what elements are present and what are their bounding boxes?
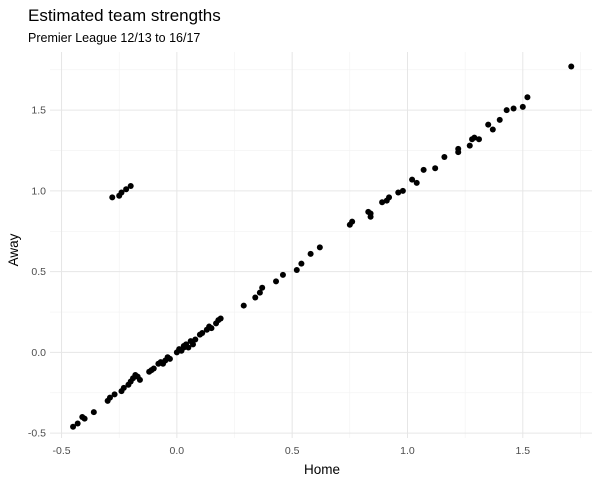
data-point [81, 415, 88, 422]
data-point [217, 315, 224, 322]
data-point [70, 423, 77, 430]
y-axis-title: Away [6, 233, 21, 266]
data-point [395, 189, 402, 196]
data-point [256, 289, 263, 296]
data-point [118, 189, 125, 196]
data-point [413, 179, 420, 186]
data-point [111, 391, 118, 398]
data-point [120, 384, 127, 391]
data-point [74, 420, 81, 427]
x-tick-label: -0.5 [52, 445, 70, 457]
data-point [455, 145, 462, 152]
data-point [466, 142, 473, 149]
data-point [409, 176, 416, 183]
data-point [240, 302, 247, 309]
data-point [279, 271, 286, 278]
data-point [496, 116, 503, 123]
data-point [127, 183, 134, 190]
data-point [420, 166, 427, 173]
data-point [252, 294, 259, 301]
data-point [109, 194, 116, 201]
minor-grid [50, 52, 592, 438]
data-point [307, 250, 314, 257]
data-point [316, 244, 323, 251]
data-point [519, 103, 526, 110]
chart-title: Estimated team strengths [28, 6, 221, 25]
data-point [386, 194, 393, 201]
data-point [349, 218, 356, 225]
data-point [432, 165, 439, 172]
data-point [192, 336, 199, 343]
data-point [298, 260, 305, 267]
y-axis-ticks: -0.5 0.0 0.5 1.0 1.5 [28, 105, 46, 440]
x-axis-title: Home [304, 462, 340, 477]
chart-subtitle: Premier League 12/13 to 16/17 [28, 31, 201, 45]
y-tick-label: 0.5 [31, 266, 46, 278]
data-points [70, 63, 575, 430]
x-tick-label: 0.0 [170, 445, 185, 457]
data-point [189, 341, 196, 348]
data-point [485, 121, 492, 128]
data-point [259, 284, 266, 291]
data-point [441, 153, 448, 160]
data-point [293, 267, 300, 274]
x-axis-ticks: -0.5 0.0 0.5 1.0 1.5 [52, 445, 530, 457]
data-point [90, 409, 97, 416]
y-tick-label: -0.5 [28, 428, 46, 440]
y-tick-label: 1.0 [31, 185, 46, 197]
data-point [208, 325, 215, 332]
x-tick-label: 1.5 [516, 445, 531, 457]
data-point [475, 136, 482, 143]
data-point [524, 94, 531, 101]
data-point [166, 355, 173, 362]
data-point [489, 126, 496, 133]
data-point [568, 63, 575, 70]
data-point [123, 186, 130, 193]
data-point [150, 365, 157, 372]
y-tick-label: 0.0 [31, 347, 46, 359]
data-point [185, 344, 192, 351]
major-grid [50, 52, 592, 438]
data-point [106, 394, 113, 401]
data-point [367, 210, 374, 217]
data-point [503, 107, 510, 114]
data-point [399, 187, 406, 194]
x-tick-label: 0.5 [285, 445, 300, 457]
data-point [273, 278, 280, 285]
data-point [136, 376, 143, 383]
x-tick-label: 1.0 [400, 445, 415, 457]
data-point [510, 105, 517, 112]
data-point [471, 134, 478, 141]
data-point [199, 330, 206, 337]
data-point [379, 199, 386, 206]
y-tick-label: 1.5 [31, 105, 46, 117]
